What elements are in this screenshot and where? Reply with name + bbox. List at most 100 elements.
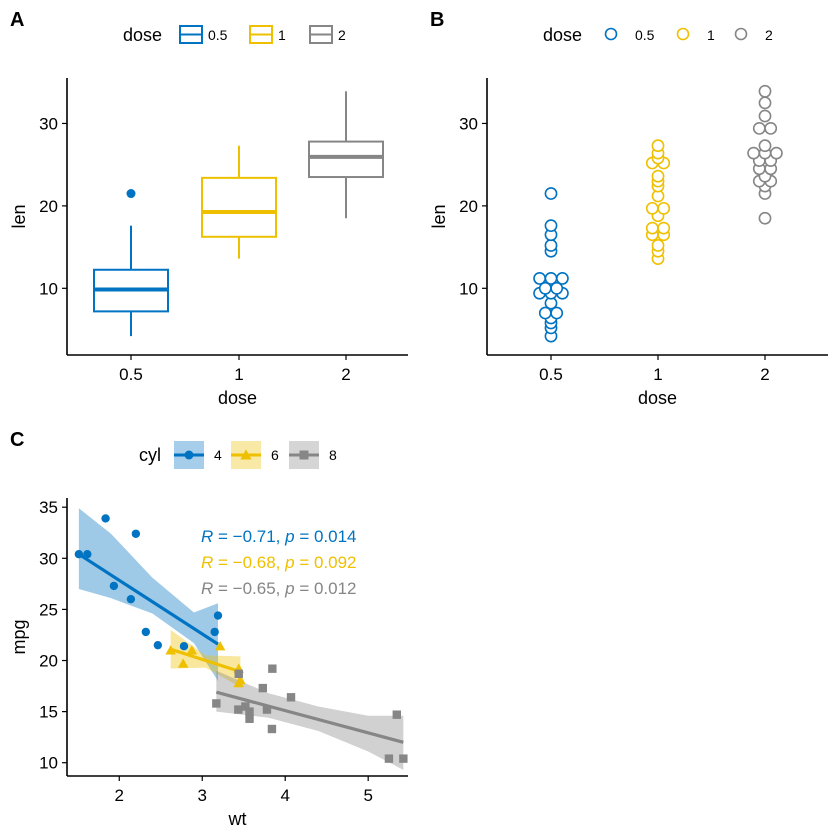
x-tick-label: 1 bbox=[234, 365, 243, 384]
dot bbox=[752, 121, 766, 135]
legend-label: 2 bbox=[765, 27, 773, 43]
legend: cyl 4 6 8 bbox=[139, 441, 337, 469]
data-point bbox=[165, 645, 176, 655]
data-point bbox=[245, 714, 254, 723]
legend-label: 4 bbox=[214, 447, 222, 463]
data-point bbox=[179, 641, 189, 651]
y-axis-label: len bbox=[429, 204, 449, 228]
box bbox=[308, 140, 384, 179]
correlation-label-part: = bbox=[295, 579, 314, 598]
x-tick-label: 0.5 bbox=[119, 365, 143, 384]
y-tick-label: 20 bbox=[459, 197, 478, 216]
correlation-label-part: −0.68 bbox=[233, 553, 276, 572]
box-1 bbox=[201, 145, 277, 259]
dot bbox=[651, 139, 665, 153]
correlation-label-part: = bbox=[213, 527, 232, 546]
legend-label: 8 bbox=[329, 447, 337, 463]
y-tick-label: 10 bbox=[459, 279, 478, 298]
dot bbox=[758, 84, 772, 98]
x-tick-label: 2 bbox=[115, 786, 124, 805]
x-tick-label: 4 bbox=[280, 786, 289, 805]
panel-label: C bbox=[10, 429, 24, 451]
data-point bbox=[131, 529, 141, 538]
data-point bbox=[74, 550, 84, 559]
dot bbox=[758, 96, 772, 110]
correlation-label: R = −0.71, p = 0.014 bbox=[201, 527, 357, 546]
legend: dose 0.5 1 2 bbox=[543, 25, 773, 45]
data-point bbox=[262, 705, 272, 714]
legend-label: 2 bbox=[338, 27, 346, 43]
dot bbox=[550, 306, 564, 320]
dot bbox=[550, 281, 564, 295]
data-point bbox=[240, 449, 252, 460]
data-point bbox=[141, 627, 151, 637]
y-tick-label: 10 bbox=[39, 754, 58, 773]
legend-title: dose bbox=[543, 25, 582, 45]
correlation-label-part: R bbox=[201, 579, 213, 598]
x-tick-label: 5 bbox=[363, 786, 372, 805]
data-point bbox=[126, 594, 136, 604]
dot bbox=[764, 121, 778, 135]
dot bbox=[657, 201, 671, 215]
legend-label: 0.5 bbox=[208, 27, 228, 43]
data-point bbox=[245, 707, 254, 716]
data-point bbox=[177, 658, 189, 668]
correlation-label-part: −0.65 bbox=[233, 579, 276, 598]
confidence-band-8 bbox=[216, 670, 404, 770]
dot bbox=[544, 272, 558, 285]
series-4 bbox=[74, 514, 223, 651]
correlation-label-part: = bbox=[295, 553, 314, 572]
dots-0.5 bbox=[533, 187, 569, 343]
y-tick-label: 30 bbox=[39, 549, 58, 568]
dot bbox=[533, 272, 546, 285]
dot bbox=[758, 139, 772, 153]
data-point bbox=[233, 677, 244, 688]
regression-line-4 bbox=[77, 552, 219, 646]
dots-2 bbox=[747, 84, 783, 225]
data-point bbox=[384, 754, 394, 763]
box-2 bbox=[308, 91, 384, 219]
data-point bbox=[286, 693, 296, 702]
confidence-band-6 bbox=[170, 629, 241, 688]
data-point bbox=[210, 627, 219, 637]
data-point bbox=[268, 664, 277, 673]
dot bbox=[657, 221, 671, 235]
correlation-label-part: = bbox=[213, 553, 232, 572]
legend-key bbox=[676, 27, 690, 41]
x-tick-label: 2 bbox=[760, 365, 769, 384]
correlation-label-part: R bbox=[201, 553, 213, 572]
x-axis-label: dose bbox=[218, 388, 257, 408]
data-point bbox=[214, 640, 226, 651]
dot bbox=[758, 211, 772, 225]
data-point bbox=[186, 645, 198, 655]
dot bbox=[770, 146, 783, 160]
data-point bbox=[234, 705, 243, 714]
data-point bbox=[212, 699, 221, 708]
x-axis-label: wt bbox=[228, 809, 247, 829]
data-point bbox=[109, 581, 119, 591]
data-point bbox=[392, 710, 401, 719]
legend-label: 1 bbox=[707, 27, 715, 43]
correlation-label-part: = bbox=[213, 579, 232, 598]
regression-line-6 bbox=[170, 647, 241, 674]
correlation-label-part: , bbox=[276, 527, 285, 546]
x-axis-label: dose bbox=[638, 388, 677, 408]
data-point bbox=[399, 754, 408, 763]
dots-1 bbox=[645, 139, 671, 266]
x-tick-label: 2 bbox=[341, 365, 350, 384]
correlation-label-part: , bbox=[276, 579, 285, 598]
legend-key bbox=[604, 27, 618, 41]
dot bbox=[645, 201, 659, 215]
dot bbox=[544, 187, 558, 200]
y-tick-label: 25 bbox=[39, 600, 58, 619]
dot bbox=[544, 219, 558, 233]
y-tick-label: 20 bbox=[39, 652, 58, 671]
y-tick-label: 20 bbox=[39, 197, 58, 216]
legend-title: dose bbox=[123, 25, 162, 45]
dot bbox=[758, 109, 772, 123]
dot bbox=[544, 239, 558, 252]
